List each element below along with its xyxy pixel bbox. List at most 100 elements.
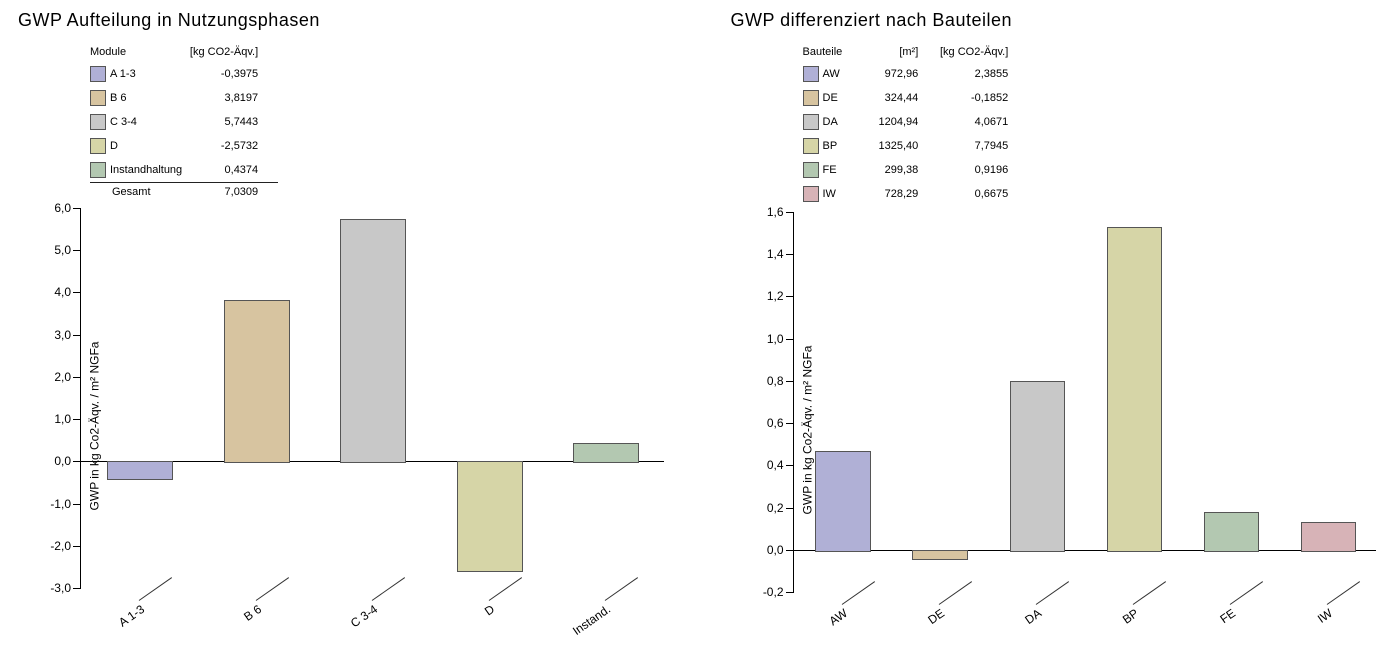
legend-area: 324,44 [848, 86, 938, 110]
y-tick [73, 208, 81, 209]
bar [912, 550, 967, 560]
bar [1204, 512, 1259, 552]
legend-value: -0,1852 [938, 86, 1028, 110]
y-tick [73, 504, 81, 505]
legend-label: C 3-4 [110, 116, 137, 128]
y-tick-label: -3,0 [50, 581, 71, 595]
legend-swatch [803, 114, 819, 130]
bar [340, 219, 406, 464]
legend-row: D-2,5732 [90, 134, 278, 158]
legend-label: DA [823, 116, 838, 128]
bar [1010, 381, 1065, 552]
y-tick-label: 0,6 [767, 416, 784, 430]
legend-area: 1204,94 [848, 110, 938, 134]
y-tick-label: 3,0 [54, 328, 71, 342]
y-tick [73, 292, 81, 293]
x-tick-line [1036, 581, 1069, 605]
legend-row: C 3-4 5,7443 [90, 110, 278, 134]
panel-phases-title: GWP Aufteilung in Nutzungsphasen [18, 10, 663, 31]
plot-area: -3,0-2,0-1,00,01,02,03,04,05,06,0A 1-3B … [80, 208, 664, 588]
y-tick-label: 1,6 [767, 205, 784, 219]
x-tick-label: D [448, 602, 497, 642]
legend-swatch [90, 138, 106, 154]
legend-label: DE [823, 92, 838, 104]
y-tick-label: 5,0 [54, 243, 71, 257]
legend-value: 5,7443 [188, 110, 278, 134]
legend-row: DA1204,944,0671 [803, 110, 1029, 134]
y-tick-label: 1,4 [767, 247, 784, 261]
y-tick-label: 0,8 [767, 374, 784, 388]
dashboard: GWP Aufteilung in Nutzungsphasen Module … [10, 10, 1375, 647]
legend-row: BP1325,407,7945 [803, 134, 1029, 158]
legend-swatch [803, 138, 819, 154]
legend-swatch [90, 114, 106, 130]
y-tick-label: 6,0 [54, 201, 71, 215]
y-tick [786, 550, 794, 551]
legend-value: 7,7945 [938, 134, 1028, 158]
legend-label: BP [823, 140, 838, 152]
legend-phases: Module [kg CO2-Äqv.] A 1-3-0,3975B 63,81… [90, 43, 663, 202]
y-tick-label: 1,2 [767, 289, 784, 303]
y-tick-label: 0,0 [54, 454, 71, 468]
y-tick-label: -2,0 [50, 539, 71, 553]
legend-swatch [803, 162, 819, 178]
y-tick-label: 0,4 [767, 458, 784, 472]
legend-swatch [90, 90, 106, 106]
y-tick [786, 254, 794, 255]
y-tick-label: 4,0 [54, 285, 71, 299]
legend-value: 3,8197 [188, 86, 278, 110]
legend-label: FE [823, 164, 837, 176]
legend-value: -0,3975 [188, 62, 278, 86]
bar [457, 461, 523, 572]
bar [107, 461, 173, 480]
legend-swatch [90, 66, 106, 82]
bar [573, 443, 639, 463]
panel-bauteile-title: GWP differenziert nach Bauteilen [731, 10, 1376, 31]
y-tick-label: 0,0 [767, 543, 784, 557]
y-tick-label: 0,2 [767, 501, 784, 515]
plot-area: -0,20,00,20,40,60,81,01,21,41,6AWDEDABPF… [793, 212, 1377, 592]
x-tick-line [1327, 581, 1360, 605]
x-tick-line [939, 581, 972, 605]
legend-value: 0,4374 [188, 158, 278, 183]
legend-label: Instandhaltung [110, 164, 182, 176]
legend-row: FE 299,380,9196 [803, 158, 1029, 182]
legend-row: AW972,962,3855 [803, 62, 1029, 86]
legend-value: 0,6675 [938, 182, 1028, 206]
x-tick-line [255, 577, 288, 601]
legend-total-label: Gesamt [90, 183, 188, 203]
x-tick-line [139, 577, 172, 601]
y-tick [786, 508, 794, 509]
chart-phases: GWP in kg Co2-Äqv. / m² NGFa -3,0-2,0-1,… [10, 208, 663, 643]
legend-swatch [90, 162, 106, 178]
y-tick [786, 465, 794, 466]
y-tick-label: 1,0 [767, 332, 784, 346]
x-tick-line [1230, 581, 1263, 605]
legend-area: 299,38 [848, 158, 938, 182]
y-tick-label: 2,0 [54, 370, 71, 384]
x-tick-line [1133, 581, 1166, 605]
bar [1107, 227, 1162, 552]
x-tick-label: DA [995, 606, 1044, 646]
bar [1301, 522, 1356, 551]
x-tick-line [372, 577, 405, 601]
legend-swatch [803, 66, 819, 82]
legend-header: Bauteile [803, 43, 849, 62]
bar [224, 300, 290, 463]
x-tick-label: B 6 [215, 602, 264, 642]
legend-value: 0,9196 [938, 158, 1028, 182]
y-tick-label: -1,0 [50, 497, 71, 511]
y-tick-label: 1,0 [54, 412, 71, 426]
y-tick [73, 250, 81, 251]
legend-area: 972,96 [848, 62, 938, 86]
legend-header: [kg CO2-Äqv.] [938, 43, 1028, 62]
y-tick [73, 377, 81, 378]
y-tick [73, 335, 81, 336]
legend-header: Module [90, 43, 188, 62]
x-axis-line [794, 550, 1377, 551]
legend-value: 2,3855 [938, 62, 1028, 86]
x-tick-label: DE [898, 606, 947, 646]
legend-swatch [803, 186, 819, 202]
x-tick-line [842, 581, 875, 605]
x-tick-label: C 3-4 [331, 602, 380, 642]
